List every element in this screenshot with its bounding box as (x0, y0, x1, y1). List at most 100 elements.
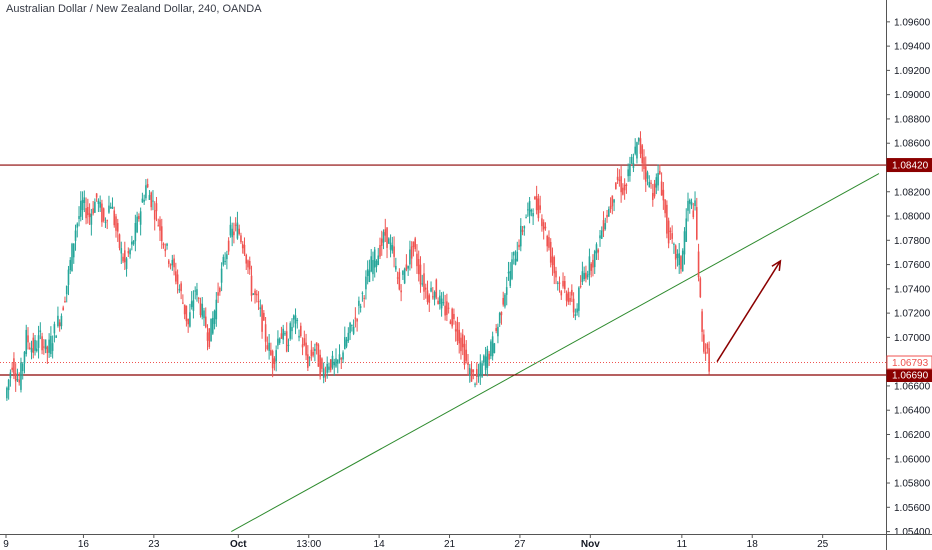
candle-body (44, 339, 47, 350)
x-tick-label: 27 (514, 539, 526, 550)
candle-body (345, 339, 348, 347)
candle-body (303, 338, 306, 345)
candle-body (254, 290, 256, 295)
candle-body (379, 244, 381, 257)
candle-body (257, 301, 260, 303)
candle-body (442, 302, 445, 304)
candle-body (454, 329, 457, 332)
projection-arrow-head (771, 259, 782, 271)
candle-body (604, 223, 607, 230)
candle-body (512, 251, 515, 256)
candle-body (203, 310, 205, 319)
candle-body (583, 273, 585, 280)
candle-body (646, 172, 649, 179)
candle-body (653, 183, 656, 197)
y-tick-label: 1.07200 (894, 309, 931, 320)
candle-body (224, 260, 226, 262)
candle-body (88, 212, 91, 218)
candle-body (212, 317, 214, 334)
candle-body (433, 291, 436, 300)
candle-body (375, 260, 378, 267)
candle-body (153, 210, 156, 220)
candle-body (613, 199, 615, 203)
y-tick-label: 1.07600 (894, 260, 931, 271)
candle-body (400, 290, 402, 293)
x-tick-label: 13:00 (296, 539, 321, 550)
x-tick-label: 18 (747, 539, 759, 550)
candle-body (474, 383, 476, 385)
candle-body (460, 337, 462, 352)
candle-body (359, 306, 362, 308)
candle-body (245, 254, 248, 264)
candle-body (72, 243, 75, 258)
candle-body (300, 325, 302, 337)
candle-body (634, 146, 636, 154)
candle-body (659, 170, 661, 174)
candle-body (671, 233, 673, 239)
candle-body (134, 222, 137, 242)
y-tick-label: 1.08600 (894, 139, 931, 150)
candle-body (565, 293, 568, 301)
candle-body (159, 219, 161, 231)
candle-body (440, 298, 443, 309)
candle-body (127, 251, 130, 254)
candle-body (666, 204, 668, 234)
trendline[interactable] (231, 173, 880, 533)
candle-body (312, 352, 314, 356)
candle-body (160, 226, 163, 242)
candle-body (294, 315, 297, 324)
candle-body (409, 249, 411, 265)
candle-body (95, 193, 98, 198)
candle-body (430, 287, 432, 292)
candle-body (688, 199, 691, 204)
candle-body (335, 358, 337, 367)
candle-body (576, 308, 578, 313)
candle-body (481, 363, 483, 377)
candle-body (271, 351, 274, 369)
time-axis: 9 16 23 Oct 13:00 14 21 27 Nov 11 18 25 (0, 534, 932, 550)
candle-body (396, 277, 399, 279)
candle-body (537, 198, 540, 219)
candle-body (639, 138, 642, 154)
candle-body (264, 324, 267, 342)
candle-body (398, 272, 401, 290)
candle-body (58, 322, 61, 327)
candle-body (240, 235, 242, 243)
candle-body (650, 182, 652, 184)
candle-body (465, 349, 468, 361)
candle-body (148, 195, 151, 200)
y-tick-label: 1.09000 (894, 90, 931, 101)
candle-body (36, 348, 38, 352)
candle-body (470, 369, 473, 382)
candle-body (285, 331, 288, 352)
y-tick-label: 1.06400 (894, 406, 931, 417)
candle-body (423, 273, 425, 292)
candle-body (333, 361, 336, 366)
x-tick-label: 16 (78, 539, 90, 550)
candle-body (277, 338, 279, 346)
y-tick-label: 1.06600 (894, 381, 931, 392)
candle-body (673, 243, 675, 245)
candle-body (146, 184, 149, 188)
candle-body (493, 343, 496, 354)
candle-body (416, 253, 418, 267)
y-tick-label: 1.07800 (894, 236, 931, 247)
candle-body (525, 217, 527, 219)
candle-body (314, 348, 316, 351)
candle-body (241, 244, 244, 249)
candle-body (178, 288, 181, 291)
candle-body (162, 243, 165, 246)
candle-body (699, 278, 702, 298)
projection-arrow[interactable] (716, 260, 782, 363)
candle-body (43, 346, 45, 348)
x-tick-label: 25 (817, 539, 829, 550)
candle-body (556, 282, 559, 284)
candle-body (291, 326, 293, 332)
candle-body (21, 363, 24, 372)
candle-body (340, 358, 343, 360)
candle-body (278, 338, 281, 343)
candle-body (386, 227, 388, 248)
candle-body (169, 264, 172, 266)
price-axis: 1.09600 1.09400 1.09200 1.09000 1.08800 1.086… (886, 0, 932, 550)
support-price-label: 1.06690 (892, 371, 929, 382)
